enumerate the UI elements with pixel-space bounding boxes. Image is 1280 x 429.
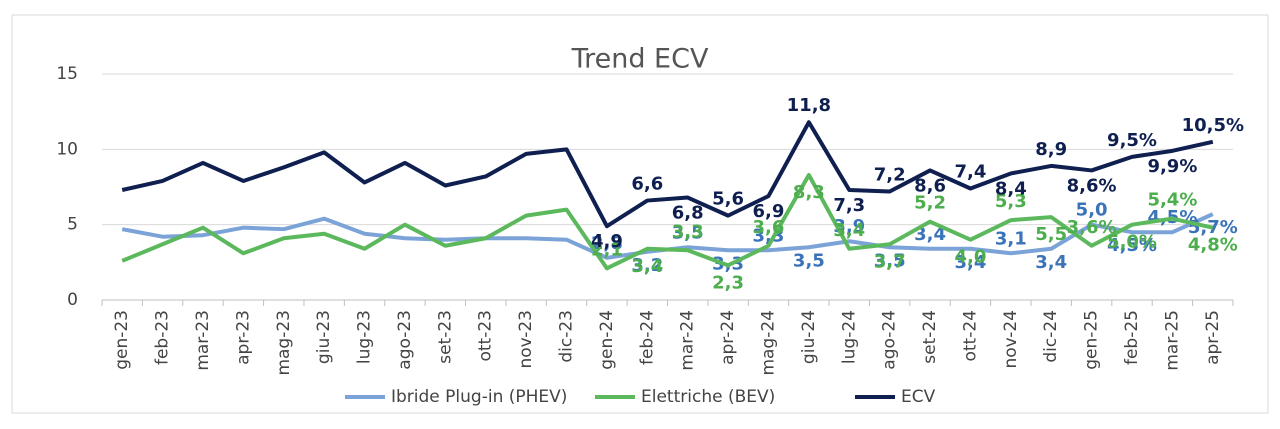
data-label: 2,8 bbox=[591, 233, 623, 254]
x-tick-label: ago-23 bbox=[395, 310, 415, 370]
y-tick-label: 0 bbox=[67, 290, 78, 310]
data-label: 4,9 bbox=[591, 231, 623, 252]
data-label: 3,4 bbox=[914, 224, 946, 245]
data-label: 2,1 bbox=[591, 239, 623, 260]
legend-label: ECV bbox=[901, 387, 936, 407]
x-tick-label: ago-24 bbox=[880, 310, 900, 370]
data-label: 4,8% bbox=[1188, 235, 1238, 256]
data-label: 3,7 bbox=[874, 251, 906, 272]
legend-label: Elettriche (BEV) bbox=[641, 387, 775, 407]
x-tick-label: lug-23 bbox=[355, 310, 375, 364]
x-tick-label: mag-24 bbox=[758, 310, 778, 376]
series-line bbox=[121, 172, 1214, 271]
data-label: 7,3 bbox=[833, 195, 865, 216]
x-tick-label: feb-25 bbox=[1122, 310, 1142, 365]
x-tick-label: dic-24 bbox=[1041, 310, 1061, 363]
x-tick-label: mar-25 bbox=[1162, 310, 1182, 371]
data-label: 5,4% bbox=[1147, 190, 1197, 211]
x-tick-label: set-23 bbox=[435, 310, 455, 364]
series-line bbox=[121, 120, 1214, 229]
x-tick-label: gen-23 bbox=[112, 310, 132, 370]
data-label: 4,5% bbox=[1107, 235, 1157, 256]
data-label: 6,6 bbox=[631, 174, 663, 195]
x-tick-label: mag-23 bbox=[274, 310, 294, 376]
data-label: 8,3 bbox=[793, 182, 825, 203]
x-tick-label: nov-23 bbox=[516, 310, 536, 369]
data-label: 3,4 bbox=[833, 220, 865, 241]
y-tick-label: 15 bbox=[56, 64, 78, 84]
data-label: 3,6% bbox=[1067, 217, 1117, 238]
data-label: 6,8 bbox=[672, 203, 704, 224]
data-label: 10,5% bbox=[1182, 115, 1244, 136]
data-label: 3,4 bbox=[1035, 252, 1067, 273]
data-label: 11,8 bbox=[787, 95, 831, 116]
y-tick-label: 5 bbox=[67, 215, 78, 235]
data-label: 5,2 bbox=[914, 193, 946, 214]
data-label: 5,3 bbox=[995, 191, 1027, 212]
data-label: 3,5 bbox=[874, 250, 906, 271]
data-label: 5,5 bbox=[1035, 224, 1067, 245]
legend-label: Ibride Plug-in (PHEV) bbox=[391, 387, 567, 407]
data-label: 7,4 bbox=[955, 162, 987, 183]
data-label: 8,9 bbox=[1035, 139, 1067, 160]
x-tick-label: apr-24 bbox=[718, 310, 738, 365]
x-tick-label: feb-23 bbox=[153, 310, 173, 365]
chart-frame bbox=[11, 14, 1269, 414]
x-tick-label: gen-25 bbox=[1082, 310, 1102, 370]
x-tick-label: lug-24 bbox=[839, 310, 859, 364]
data-label: 5,0 bbox=[1076, 200, 1108, 221]
x-tick-label: giu-23 bbox=[314, 310, 334, 364]
data-label: 7,2 bbox=[874, 165, 906, 186]
data-label: 3,4 bbox=[631, 256, 663, 277]
data-label: 8,6 bbox=[914, 175, 946, 196]
x-tick-label: feb-24 bbox=[637, 310, 657, 365]
x-tick-label: giu-24 bbox=[799, 310, 819, 364]
data-label: 9,9% bbox=[1147, 156, 1197, 177]
data-label: 2,3 bbox=[712, 272, 744, 293]
data-label: 6,9 bbox=[753, 201, 785, 222]
x-tick-label: apr-23 bbox=[233, 310, 253, 365]
data-label: 4,0 bbox=[955, 247, 987, 268]
data-label: 5,0% bbox=[1107, 232, 1157, 253]
x-tick-label: mar-24 bbox=[678, 310, 698, 371]
data-label: 5,6 bbox=[712, 189, 744, 210]
data-label: 9,5% bbox=[1107, 130, 1157, 151]
x-tick-label: apr-25 bbox=[1203, 310, 1223, 365]
x-tick-label: gen-24 bbox=[597, 310, 617, 370]
data-label: 3,3 bbox=[672, 221, 704, 242]
chart-title: Trend ECV bbox=[571, 44, 709, 75]
x-tick-label: ott-23 bbox=[476, 310, 496, 362]
x-tick-label: mar-23 bbox=[193, 310, 213, 371]
x-tick-label: nov-24 bbox=[1001, 310, 1021, 369]
data-label: 8,4 bbox=[995, 178, 1027, 199]
data-label: 8,6% bbox=[1067, 175, 1117, 196]
data-label: 3,5 bbox=[672, 222, 704, 243]
data-label: 3,6 bbox=[753, 217, 785, 238]
x-tick-label: ott-24 bbox=[960, 310, 980, 362]
data-label: 3,4 bbox=[955, 252, 987, 273]
data-label: 3,1 bbox=[995, 228, 1027, 249]
x-tick-label: set-24 bbox=[920, 310, 940, 364]
data-label: 3,5 bbox=[793, 250, 825, 271]
x-tick-label: dic-23 bbox=[557, 310, 577, 363]
y-tick-label: 10 bbox=[56, 139, 78, 159]
data-label: 3,2 bbox=[631, 255, 663, 276]
